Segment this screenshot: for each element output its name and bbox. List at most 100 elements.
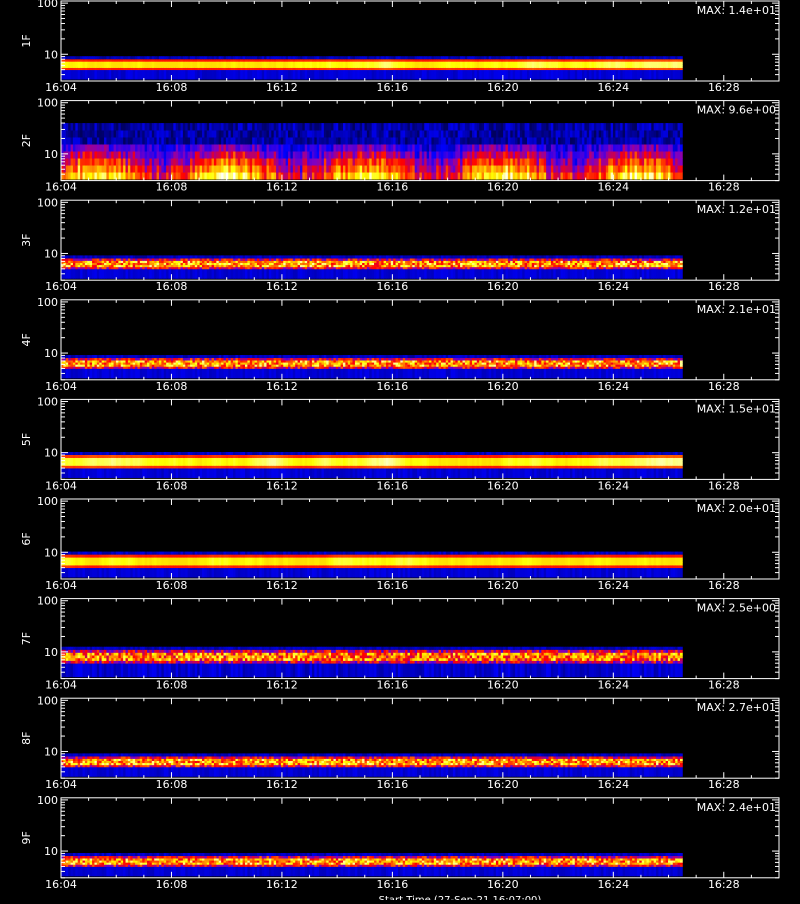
heat-cell bbox=[448, 144, 451, 151]
heat-cell bbox=[678, 172, 681, 179]
heat-cell bbox=[374, 56, 377, 59]
heat-cell bbox=[75, 172, 78, 179]
heat-cell bbox=[570, 56, 573, 59]
heat-cell bbox=[204, 151, 207, 158]
heat-cell bbox=[73, 59, 76, 61]
heat-cell bbox=[558, 130, 561, 137]
heat-cell bbox=[608, 59, 611, 61]
heat-cell bbox=[627, 70, 630, 80]
heat-cell bbox=[83, 130, 86, 137]
heat-cell bbox=[654, 70, 657, 80]
heat-cell bbox=[190, 59, 193, 61]
heat-cell bbox=[214, 258, 217, 260]
heat-cell bbox=[257, 56, 260, 59]
heat-cell bbox=[233, 172, 236, 179]
heat-cell bbox=[271, 151, 274, 158]
heat-cell bbox=[570, 144, 573, 151]
heat-cell bbox=[73, 258, 76, 260]
heat-cell bbox=[212, 130, 215, 137]
heat-cell bbox=[639, 130, 642, 137]
heat-cell bbox=[568, 137, 571, 144]
heat-cell bbox=[298, 269, 301, 279]
heat-cell bbox=[494, 165, 497, 172]
heat-cell bbox=[90, 59, 93, 61]
heat-cell bbox=[276, 56, 279, 59]
heat-cell bbox=[307, 151, 310, 158]
heat-cell bbox=[606, 151, 609, 158]
heat-cell bbox=[197, 255, 200, 258]
heat-cell bbox=[460, 151, 463, 158]
heat-cell bbox=[178, 172, 181, 179]
heat-cell bbox=[133, 70, 136, 80]
heat-cell bbox=[207, 165, 210, 172]
heat-cell bbox=[644, 165, 647, 172]
heat-cell bbox=[209, 151, 212, 158]
heat-cell bbox=[219, 255, 222, 258]
heat-cell bbox=[176, 123, 179, 130]
heat-cell bbox=[537, 172, 540, 179]
heat-cell bbox=[71, 258, 74, 260]
x-tick-label: 16:08 bbox=[156, 81, 188, 94]
heat-cell bbox=[200, 172, 203, 179]
heat-cell bbox=[161, 172, 164, 179]
heat-cell bbox=[262, 158, 265, 165]
heat-cell bbox=[324, 70, 327, 80]
heat-cell bbox=[321, 123, 324, 130]
heat-cell bbox=[572, 151, 575, 158]
heat-cell bbox=[78, 151, 81, 158]
heat-cell bbox=[321, 158, 324, 165]
heat-cell bbox=[145, 258, 148, 260]
heat-cell bbox=[176, 130, 179, 137]
heat-cell bbox=[106, 123, 109, 130]
heat-cell bbox=[408, 144, 411, 151]
heat-cell bbox=[544, 56, 547, 59]
heat-cell bbox=[496, 165, 499, 172]
heat-cell bbox=[625, 70, 628, 80]
heat-cell bbox=[532, 172, 535, 179]
heat-cell bbox=[479, 130, 482, 137]
heat-cell bbox=[620, 70, 623, 80]
heat-cell bbox=[145, 130, 148, 137]
heat-cell bbox=[577, 158, 580, 165]
heat-cell bbox=[625, 123, 628, 130]
heat-cell bbox=[644, 70, 647, 80]
heat-cell bbox=[522, 137, 525, 144]
heat-cell bbox=[295, 130, 298, 137]
heat-cell bbox=[276, 130, 279, 137]
heat-cell bbox=[290, 144, 293, 151]
heat-cell bbox=[333, 130, 336, 137]
heat-cell bbox=[63, 172, 66, 179]
heat-cell bbox=[649, 130, 652, 137]
heat-cell bbox=[116, 258, 119, 260]
heat-cell bbox=[176, 59, 179, 61]
heat-cell bbox=[584, 56, 587, 59]
heat-cell bbox=[314, 130, 317, 137]
heat-cell bbox=[580, 137, 583, 144]
heat-cell bbox=[606, 56, 609, 59]
heat-cell bbox=[658, 59, 661, 61]
heat-cell bbox=[264, 56, 267, 59]
heat-cell bbox=[484, 137, 487, 144]
heat-cell bbox=[212, 258, 215, 260]
heat-cell bbox=[434, 130, 437, 137]
heat-cell bbox=[666, 56, 669, 59]
heat-cell bbox=[288, 158, 291, 165]
heat-cell bbox=[116, 130, 119, 137]
heat-cell bbox=[525, 165, 528, 172]
heat-cell bbox=[355, 123, 358, 130]
heat-cell bbox=[235, 165, 238, 172]
heat-cell bbox=[159, 144, 162, 151]
heat-cell bbox=[384, 123, 387, 130]
heat-cell bbox=[670, 56, 673, 59]
heat-cell bbox=[274, 158, 277, 165]
heat-cell bbox=[639, 158, 642, 165]
heat-cell bbox=[99, 137, 102, 144]
heat-cell bbox=[137, 130, 140, 137]
heat-cell bbox=[379, 158, 382, 165]
heat-cell bbox=[154, 255, 157, 258]
heat-cell bbox=[78, 255, 81, 258]
heat-cell bbox=[580, 123, 583, 130]
heat-cell bbox=[568, 70, 571, 80]
heat-cell bbox=[603, 158, 606, 165]
heat-cell bbox=[126, 123, 129, 130]
